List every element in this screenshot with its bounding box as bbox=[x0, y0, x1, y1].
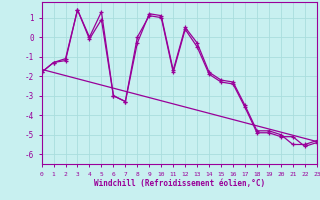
X-axis label: Windchill (Refroidissement éolien,°C): Windchill (Refroidissement éolien,°C) bbox=[94, 179, 265, 188]
